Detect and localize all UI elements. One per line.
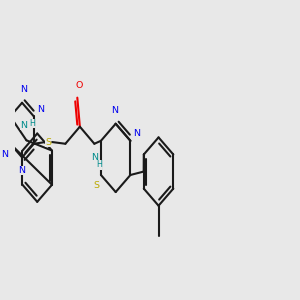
Text: O: O: [75, 81, 82, 90]
Text: H: H: [96, 160, 102, 169]
Text: H: H: [29, 119, 35, 128]
Text: N: N: [111, 106, 118, 115]
Text: N: N: [1, 150, 8, 159]
Text: N: N: [20, 85, 27, 94]
Text: N: N: [19, 166, 26, 175]
Text: N: N: [20, 121, 27, 130]
Text: S: S: [94, 181, 100, 190]
Text: N: N: [37, 105, 44, 114]
Text: N: N: [91, 153, 98, 162]
Text: S: S: [45, 137, 51, 146]
Text: N: N: [134, 129, 140, 138]
